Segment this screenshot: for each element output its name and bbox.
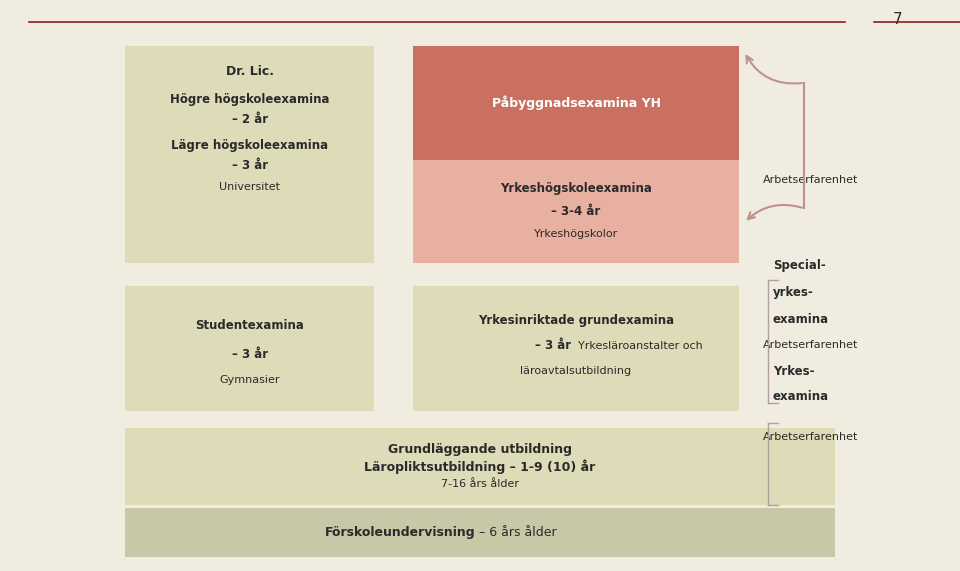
Text: examina: examina <box>773 391 828 403</box>
Bar <box>413 160 739 263</box>
Bar <box>125 46 374 263</box>
Text: Special-: Special- <box>773 259 826 272</box>
Bar <box>413 286 739 411</box>
Text: 7-16 års ålder: 7-16 års ålder <box>441 478 519 489</box>
Text: – 3 år: – 3 år <box>231 348 268 361</box>
Text: Läropliktsutbildning – 1-9 (10) år: Läropliktsutbildning – 1-9 (10) år <box>365 460 595 474</box>
Bar <box>125 508 835 557</box>
Text: Förskoleundervisning: Förskoleundervisning <box>324 526 475 539</box>
Text: yrkes-: yrkes- <box>773 286 813 299</box>
Text: läroavtalsutbildning: läroavtalsutbildning <box>520 366 632 376</box>
Text: Arbetserfarenhet: Arbetserfarenhet <box>763 432 858 442</box>
Text: Arbetserfarenhet: Arbetserfarenhet <box>763 175 858 185</box>
Text: 7: 7 <box>893 13 902 27</box>
Text: Yrkeshögskolor: Yrkeshögskolor <box>534 229 618 239</box>
Text: Yrkes-: Yrkes- <box>773 365 814 377</box>
FancyArrowPatch shape <box>747 56 802 83</box>
Text: – 2 år: – 2 år <box>231 113 268 126</box>
Text: Lägre högskoleexamina: Lägre högskoleexamina <box>171 139 328 152</box>
Bar <box>413 46 739 160</box>
Text: Yrkesinriktade grundexamina: Yrkesinriktade grundexamina <box>478 314 674 327</box>
Text: Gymnasier: Gymnasier <box>219 375 280 385</box>
Text: Arbetserfarenhet: Arbetserfarenhet <box>763 340 858 351</box>
Text: Studentexamina: Studentexamina <box>195 319 304 332</box>
FancyArrowPatch shape <box>748 205 802 219</box>
Text: Yrkeshögskoleexamina: Yrkeshögskoleexamina <box>500 182 652 195</box>
Text: Påbyggnadsexamina YH: Påbyggnadsexamina YH <box>492 95 660 110</box>
Text: Grundläggande utbildning: Grundläggande utbildning <box>388 443 572 456</box>
Text: – 3 år: – 3 år <box>535 339 571 352</box>
Text: – 3 år: – 3 år <box>231 159 268 171</box>
Text: Högre högskoleexamina: Högre högskoleexamina <box>170 94 329 106</box>
Text: Yrkesläroanstalter och: Yrkesläroanstalter och <box>571 341 703 351</box>
Bar <box>125 286 374 411</box>
Text: – 3-4 år: – 3-4 år <box>551 205 601 218</box>
Text: Universitet: Universitet <box>219 182 280 192</box>
Text: – 6 års ålder: – 6 års ålder <box>475 526 557 539</box>
Text: examina: examina <box>773 313 828 325</box>
Text: Dr. Lic.: Dr. Lic. <box>226 65 274 78</box>
Bar <box>125 428 835 505</box>
